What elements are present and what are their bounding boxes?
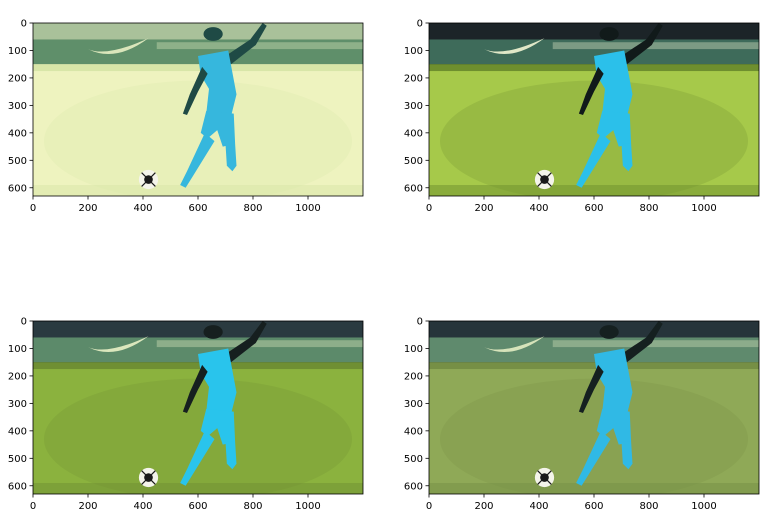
x-tick-label: 0 xyxy=(30,203,36,214)
x-tick-label: 1000 xyxy=(691,203,716,214)
y-tick-label: 400 xyxy=(404,426,423,437)
y-tick-label: 0 xyxy=(21,317,27,328)
y-tick-label: 600 xyxy=(8,481,27,492)
photo-football-player xyxy=(429,23,759,196)
x-tick-label: 600 xyxy=(188,501,207,512)
x-tick-label: 0 xyxy=(426,501,432,512)
x-tick-label: 200 xyxy=(474,203,493,214)
y-tick-label: 300 xyxy=(8,101,27,112)
x-tick-label: 1000 xyxy=(691,501,716,512)
x-tick-label: 800 xyxy=(243,501,262,512)
y-tick-label: 500 xyxy=(8,156,27,167)
x-tick-label: 200 xyxy=(78,501,97,512)
photo-football-player xyxy=(33,321,363,494)
x-tick-label: 600 xyxy=(584,501,603,512)
x-tick-label: 400 xyxy=(529,501,548,512)
y-tick-label: 400 xyxy=(8,128,27,139)
y-tick-label: 500 xyxy=(404,454,423,465)
y-tick-label: 500 xyxy=(404,156,423,167)
x-tick-label: 800 xyxy=(243,203,262,214)
y-tick-label: 300 xyxy=(8,399,27,410)
y-tick-label: 200 xyxy=(8,371,27,382)
x-tick-label: 200 xyxy=(474,501,493,512)
photo-football-player xyxy=(33,23,363,196)
x-tick-label: 0 xyxy=(426,203,432,214)
photo-football-player xyxy=(429,321,759,494)
y-tick-label: 100 xyxy=(404,344,423,355)
x-tick-label: 800 xyxy=(639,203,658,214)
y-tick-label: 100 xyxy=(404,46,423,57)
y-tick-label: 600 xyxy=(404,183,423,194)
y-tick-label: 0 xyxy=(417,317,423,328)
x-tick-label: 400 xyxy=(529,203,548,214)
y-tick-label: 600 xyxy=(8,183,27,194)
x-tick-label: 800 xyxy=(639,501,658,512)
y-tick-label: 100 xyxy=(8,46,27,57)
x-tick-label: 0 xyxy=(30,501,36,512)
y-tick-label: 200 xyxy=(404,73,423,84)
x-tick-label: 600 xyxy=(188,203,207,214)
x-tick-label: 200 xyxy=(78,203,97,214)
y-tick-label: 200 xyxy=(404,371,423,382)
x-tick-label: 400 xyxy=(133,203,152,214)
y-tick-label: 200 xyxy=(8,73,27,84)
y-tick-label: 400 xyxy=(8,426,27,437)
y-tick-label: 500 xyxy=(8,454,27,465)
y-tick-label: 0 xyxy=(417,19,423,30)
y-tick-label: 100 xyxy=(8,344,27,355)
y-tick-label: 600 xyxy=(404,481,423,492)
x-tick-label: 400 xyxy=(133,501,152,512)
x-tick-label: 1000 xyxy=(295,203,320,214)
y-tick-label: 400 xyxy=(404,128,423,139)
x-tick-label: 1000 xyxy=(295,501,320,512)
x-tick-label: 600 xyxy=(584,203,603,214)
y-tick-label: 300 xyxy=(404,399,423,410)
y-tick-label: 0 xyxy=(21,19,27,30)
y-tick-label: 300 xyxy=(404,101,423,112)
